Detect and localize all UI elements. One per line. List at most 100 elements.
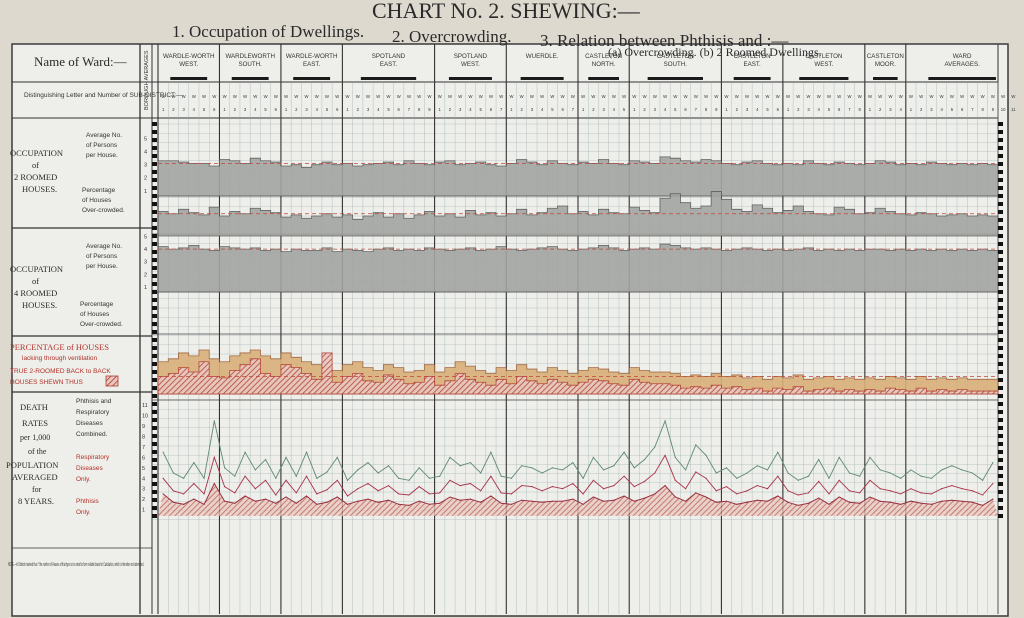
pct-overcrowded-2-bar [558,206,568,236]
combined-line-point [551,467,553,469]
respiratory-line [162,454,994,497]
ventilation-bar [844,378,854,394]
combined-line-point [275,477,277,479]
subdistrict-number: 7 [500,107,503,112]
avg-persons-2-bar [721,163,731,196]
occ2-pct-3: Over-crowded. [82,207,125,214]
combined-line-point [592,456,594,458]
respiratory-line-point [736,493,738,495]
ventilation-bar [783,378,793,394]
phthisis-line-point [859,502,861,504]
ventilation-bar [547,368,557,394]
avg-persons-2-bar [752,161,762,196]
borough-marker-right [998,186,1003,190]
phthisis-line-point [449,496,451,498]
combined-line-point [818,458,820,461]
pct-overcrowded-2-bar [414,215,424,236]
phthisis-line-point [725,500,728,502]
respiratory-line-point [982,494,984,496]
ventilation-bar [465,366,475,394]
respiratory-line-point [367,482,369,485]
subdistrict-letter: W [704,94,708,99]
borough-marker-right [998,442,1003,446]
subdistrict-letter: W [776,94,780,99]
borough-marker-right [998,370,1003,374]
pct-overcrowded-2-bar [752,205,762,236]
respiratory-line-point [951,484,953,487]
subdistrict-number: 8 [705,107,708,112]
pct-overcrowded-2-bar [957,214,967,236]
subdistrict-letter: W [807,94,811,99]
occ4-title-2: of [32,276,39,286]
avg-persons-2-bar [732,165,742,196]
avg-persons-2-bar [885,162,895,196]
subdistrict-letter: W [427,94,431,99]
avg-persons-4-bar [260,250,270,292]
avg-persons-4-bar [598,245,608,292]
ventilation-bar [178,353,188,394]
subdistrict-letter: W [755,94,759,99]
vent-label-1: PERCENTAGE of HOUSES [10,342,109,352]
combined-line-point [398,477,400,479]
pct-overcrowded-2-bar [834,207,844,236]
pct-overcrowded-2-bar [926,214,936,236]
phthisis-line-point [408,504,410,506]
subdistrict-letter: W [878,94,882,99]
label-name-of-ward: Name of Ward:— [34,54,128,69]
avg-persons-4-bar [506,249,516,292]
ventilation-bar [260,356,270,394]
avg-persons-4-bar [281,252,291,292]
phthisis-hatched-area [158,483,998,516]
phthisis-line-point [746,501,748,503]
avg-persons-2-bar [660,157,670,196]
combined-line-point [203,477,205,479]
ventilation-bar [189,356,199,394]
avg-persons-4-bar [537,248,547,292]
pct-overcrowded-2-bar [455,217,465,236]
phthisis-line-point [387,499,390,501]
phthisis-line-point [869,496,871,498]
phthisis-line-point [920,502,922,504]
combined-line-point [982,479,984,481]
phthisis-line-point [643,497,646,499]
ventilation-bar [230,356,240,394]
borough-marker [152,442,157,446]
respiratory-line-point [633,486,635,488]
legend-respiratory-3: Only. [76,476,91,483]
ventilation-bar [660,372,670,394]
borough-marker [152,386,157,390]
subdistrict-letter: W [991,94,995,99]
borough-marker [152,146,157,150]
subdistrict-number: 2 [736,107,739,112]
ventilation-bar [865,378,875,394]
subdistrict-number: 3 [654,107,657,112]
subdistrict-number: 7 [408,107,411,112]
ventilation-bar [824,376,834,394]
subdistrict-letter: W [212,94,216,99]
subdistrict-number: 5 [674,107,677,112]
subdistrict-letter: W [468,94,472,99]
avg-persons-4-bar [865,249,875,292]
avg-persons-2-bar [609,163,619,196]
death-ytick: 10 [142,414,148,420]
avg-persons-4-bar [803,248,813,292]
subdistrict-number: 2 [879,107,882,112]
phthisis-line-point [428,503,431,505]
combined-line-point [664,420,666,422]
subdistrict-letter: W [796,94,800,99]
avg-persons-2-bar [383,162,393,196]
pct-overcrowded-2-bar [691,208,701,236]
subdistrict-number: 8 [859,107,862,112]
combined-line-point [766,469,769,471]
borough-marker-right [998,450,1003,454]
subdistrict-number: 4 [316,107,319,112]
avg-persons-4-bar [732,249,742,292]
combined-line-point [316,477,318,479]
ward-name: WEST. [461,61,480,68]
combined-line-point [408,479,410,481]
death-label-7: for [32,485,42,494]
subdistrict-letter: W [253,94,257,99]
borough-marker [152,210,157,214]
subdistrict-number: 4 [613,107,616,112]
